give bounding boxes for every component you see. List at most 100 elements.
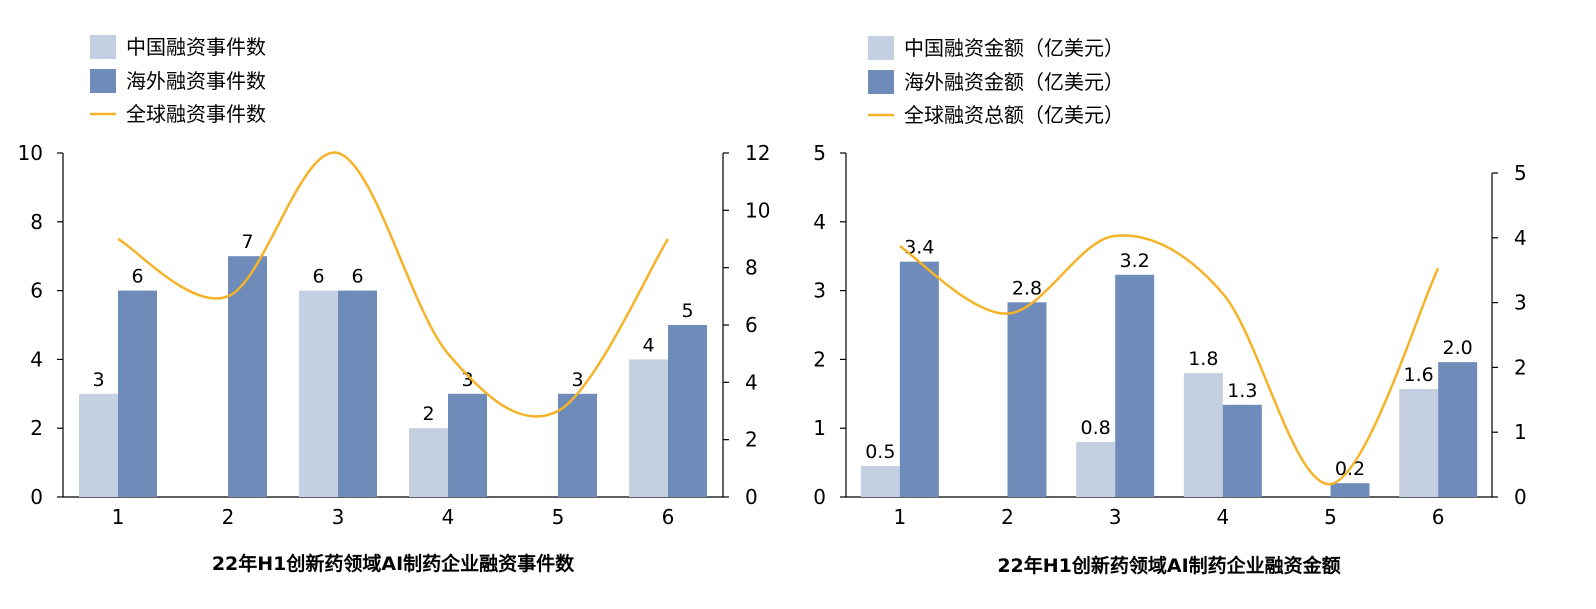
y-tick-label-right: 10 (745, 198, 770, 222)
data-label: 2.8 (1012, 277, 1042, 299)
legend-label: 海外融资金额（亿美元） (904, 70, 1124, 94)
legend-item: 海外融资事件数 (90, 69, 266, 93)
y-tick-label-right: 2 (745, 428, 758, 452)
bars: 3 6 2 4 6 7 6 3 3 5 (79, 231, 707, 497)
x-tick-label: 2 (1001, 505, 1014, 529)
legend-label: 中国融资金额（亿美元） (904, 36, 1124, 60)
data-label: 3.4 (904, 237, 934, 259)
bar-overseas (228, 256, 267, 497)
data-label: 4 (642, 334, 654, 356)
data-label: 2 (422, 403, 434, 425)
legend-item: 全球融资总额（亿美元） (868, 103, 1124, 127)
bar-overseas (899, 261, 939, 497)
legend-swatch (868, 70, 894, 94)
y-tick-label-right: 2 (1514, 355, 1527, 379)
bar-overseas (118, 290, 157, 497)
y-tick-label-left: 5 (813, 141, 826, 165)
y-tick-label-left: 2 (30, 416, 43, 440)
data-label: 2.0 (1443, 337, 1473, 359)
line-global (899, 234, 1440, 486)
legend-swatch (90, 69, 116, 93)
data-label: 3 (461, 369, 473, 391)
data-label: 3 (571, 369, 583, 391)
y-tick-label-right: 0 (745, 485, 758, 509)
data-label: 0.8 (1081, 417, 1111, 439)
legend-label: 全球融资事件数 (126, 102, 266, 126)
data-label: 6 (351, 266, 363, 288)
bar-overseas (668, 325, 707, 497)
data-label: 7 (241, 231, 253, 253)
y-tick-label-left: 2 (813, 347, 826, 371)
x-tick-label: 4 (442, 505, 455, 529)
y-tick-label-right: 4 (745, 370, 758, 394)
bar-china (1183, 373, 1223, 497)
bar-china (1399, 388, 1439, 497)
y-tick-label-left: 6 (30, 279, 43, 303)
y-tick-label-right: 1 (1514, 420, 1527, 444)
y-tick-label-left: 10 (18, 141, 43, 165)
legend-item: 中国融资事件数 (90, 35, 266, 59)
legend-item: 中国融资金额（亿美元） (868, 36, 1124, 60)
bars: 0.50.81.81.63.42.83.21.30.22.0 (860, 237, 1478, 497)
x-tick-label: 6 (662, 505, 675, 529)
bar-china (409, 428, 448, 497)
bar-overseas (1222, 404, 1262, 497)
data-label: 6 (312, 266, 324, 288)
x-tick-label: 5 (1324, 505, 1337, 529)
data-label: 0.5 (865, 441, 895, 463)
line-global (117, 151, 670, 418)
y-tick-label-left: 4 (30, 347, 43, 371)
bar-overseas (1115, 274, 1155, 497)
bar-china (860, 466, 900, 497)
legend-label: 海外融资事件数 (126, 69, 266, 93)
bar-overseas (1007, 302, 1047, 497)
x-tick-label: 3 (1109, 505, 1122, 529)
y-tick-label-left: 3 (813, 279, 826, 303)
bar-china (79, 393, 118, 497)
x-tick-label: 2 (222, 505, 235, 529)
chart-funding-amount: 中国融资金额（亿美元）海外融资金额（亿美元）全球融资总额（亿美元）0123450… (813, 36, 1527, 577)
y-tick-label-left: 0 (813, 485, 826, 509)
bar-overseas (558, 393, 597, 497)
bar-overseas (1330, 483, 1370, 497)
y-tick-label-right: 0 (1514, 485, 1527, 509)
y-tick-label-right: 6 (745, 313, 758, 337)
legend-swatch (90, 35, 116, 59)
axes: 0 1 2 3 4 5 0 1 2 3 4 5 1 2 3 4 5 6 (813, 141, 1526, 529)
x-tick-label: 5 (552, 505, 565, 529)
data-label: 5 (681, 300, 693, 322)
x-tick-label: 6 (1432, 505, 1445, 529)
bar-china (1076, 441, 1116, 497)
x-tick-label: 1 (893, 505, 906, 529)
data-label: 3.2 (1120, 250, 1150, 272)
bar-overseas (448, 393, 487, 497)
y-tick-label-right: 4 (1514, 226, 1527, 250)
y-tick-label-left: 8 (30, 210, 43, 234)
legend-item: 全球融资事件数 (90, 102, 266, 126)
y-tick-label-right: 12 (745, 141, 770, 165)
chart-title: 22年H1创新药领域AI制药企业融资金额 (997, 554, 1340, 577)
data-label: 1.6 (1404, 364, 1434, 386)
data-label: 1.8 (1188, 348, 1218, 370)
chart-title: 22年H1创新药领域AI制药企业融资事件数 (212, 552, 575, 575)
bar-overseas (1438, 362, 1478, 497)
data-label: 3 (92, 369, 104, 391)
y-tick-label-left: 1 (813, 416, 826, 440)
legend-item: 海外融资金额（亿美元） (868, 70, 1124, 94)
x-tick-label: 4 (1216, 505, 1229, 529)
bar-china (629, 359, 668, 497)
legend-swatch (868, 36, 894, 60)
y-tick-label-right: 3 (1514, 291, 1527, 315)
data-label: 6 (131, 266, 143, 288)
x-tick-label: 1 (112, 505, 125, 529)
y-tick-label-left: 0 (30, 485, 43, 509)
y-tick-label-left: 4 (813, 210, 826, 234)
bar-overseas (338, 290, 377, 497)
y-tick-label-right: 8 (745, 256, 758, 280)
y-tick-label-right: 5 (1514, 161, 1527, 185)
x-tick-label: 3 (332, 505, 345, 529)
legend-label: 中国融资事件数 (126, 35, 266, 59)
